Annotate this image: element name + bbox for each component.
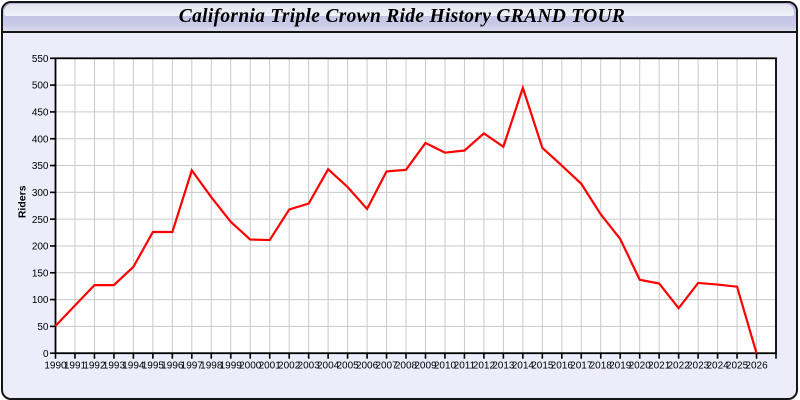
svg-text:2002: 2002	[278, 361, 301, 372]
svg-text:2026: 2026	[745, 361, 768, 372]
svg-text:100: 100	[32, 295, 49, 306]
svg-text:2015: 2015	[531, 361, 554, 372]
svg-text:1997: 1997	[181, 361, 204, 372]
svg-text:1998: 1998	[200, 361, 223, 372]
svg-text:2016: 2016	[551, 361, 574, 372]
svg-text:2023: 2023	[687, 361, 710, 372]
svg-text:2018: 2018	[590, 361, 613, 372]
svg-text:1999: 1999	[220, 361, 243, 372]
svg-text:150: 150	[32, 268, 49, 279]
svg-text:2021: 2021	[648, 361, 671, 372]
svg-text:2012: 2012	[473, 361, 496, 372]
svg-text:2011: 2011	[454, 361, 476, 372]
svg-text:200: 200	[32, 242, 49, 253]
svg-text:2024: 2024	[706, 361, 729, 372]
svg-text:2010: 2010	[434, 361, 457, 372]
svg-text:1992: 1992	[83, 361, 106, 372]
svg-text:1991: 1991	[64, 361, 87, 372]
svg-text:1994: 1994	[122, 361, 145, 372]
svg-text:300: 300	[32, 188, 49, 199]
svg-text:2009: 2009	[414, 361, 437, 372]
svg-text:1995: 1995	[142, 361, 165, 372]
svg-text:1990: 1990	[44, 361, 67, 372]
svg-text:50: 50	[37, 322, 49, 333]
svg-text:2003: 2003	[298, 361, 321, 372]
svg-text:2017: 2017	[570, 361, 593, 372]
svg-text:400: 400	[32, 134, 49, 145]
svg-text:2005: 2005	[336, 361, 359, 372]
svg-text:250: 250	[32, 215, 49, 226]
svg-text:2022: 2022	[668, 361, 691, 372]
svg-text:350: 350	[32, 161, 49, 172]
svg-text:2007: 2007	[375, 361, 398, 372]
svg-text:1996: 1996	[161, 361, 184, 372]
svg-text:500: 500	[32, 81, 49, 92]
svg-text:2025: 2025	[726, 361, 749, 372]
svg-text:Riders: Riders	[16, 185, 28, 218]
svg-text:550: 550	[32, 54, 49, 65]
svg-text:2020: 2020	[629, 361, 652, 372]
svg-text:2013: 2013	[492, 361, 515, 372]
svg-text:1993: 1993	[103, 361, 126, 372]
svg-text:2006: 2006	[356, 361, 379, 372]
svg-text:450: 450	[32, 108, 49, 119]
svg-text:2008: 2008	[395, 361, 418, 372]
svg-text:2014: 2014	[512, 361, 535, 372]
svg-text:0: 0	[43, 349, 49, 360]
svg-text:2019: 2019	[609, 361, 632, 372]
svg-text:2001: 2001	[259, 361, 282, 372]
svg-text:2000: 2000	[239, 361, 262, 372]
svg-text:2004: 2004	[317, 361, 340, 372]
